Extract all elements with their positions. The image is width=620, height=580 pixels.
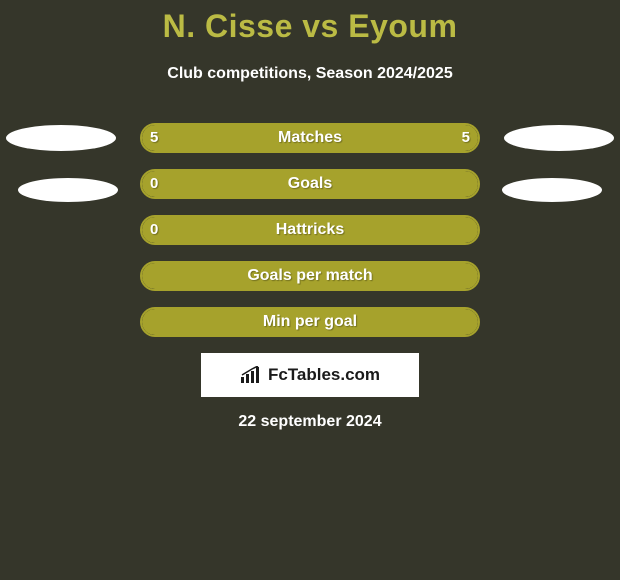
bar-fill xyxy=(142,309,478,335)
stat-row: Hattricks0 xyxy=(0,215,620,245)
value-left: 0 xyxy=(150,215,158,245)
bar-fill xyxy=(142,171,478,197)
bar-fill-left xyxy=(142,125,310,151)
value-left: 5 xyxy=(150,123,158,153)
bar-track xyxy=(140,307,480,337)
value-right: 5 xyxy=(462,123,470,153)
bar-track xyxy=(140,169,480,199)
stat-row: Matches55 xyxy=(0,123,620,153)
bar-fill-right xyxy=(310,125,478,151)
brand-logo: FcTables.com xyxy=(240,365,380,385)
bar-track xyxy=(140,123,480,153)
bar-track xyxy=(140,261,480,291)
brand-logo-text: FcTables.com xyxy=(268,365,380,385)
bar-fill xyxy=(142,263,478,289)
value-left: 0 xyxy=(150,169,158,199)
bar-track xyxy=(140,215,480,245)
stat-row: Min per goal xyxy=(0,307,620,337)
page-subtitle: Club competitions, Season 2024/2025 xyxy=(0,65,620,83)
bar-fill xyxy=(142,217,478,243)
page-title: N. Cisse vs Eyoum xyxy=(0,0,620,45)
comparison-rows: Matches55Goals0Hattricks0Goals per match… xyxy=(0,123,620,337)
brand-logo-box: FcTables.com xyxy=(201,353,419,397)
stat-row: Goals0 xyxy=(0,169,620,199)
footer-date: 22 september 2024 xyxy=(0,413,620,431)
stat-row: Goals per match xyxy=(0,261,620,291)
chart-icon xyxy=(240,366,262,384)
